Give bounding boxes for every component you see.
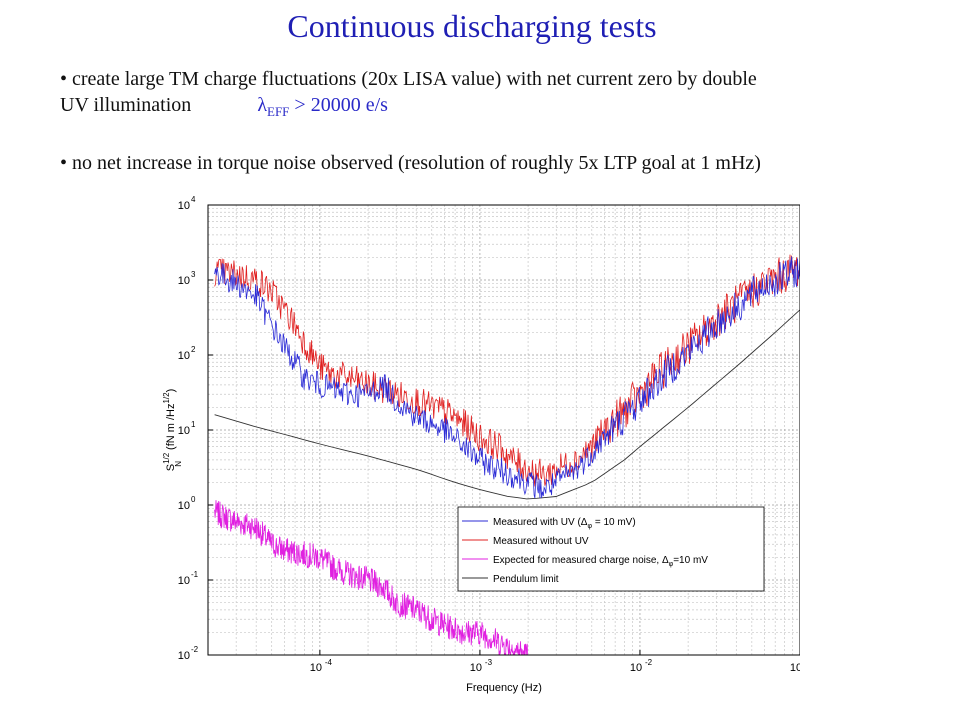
x-tick-label: 10 — [630, 662, 642, 674]
legend-entry-label: Measured without UV — [493, 536, 589, 547]
chart-series — [214, 254, 800, 656]
x-tick-exponent: -2 — [645, 658, 653, 667]
legend-entry-label: Pendulum limit — [493, 574, 559, 585]
legend-entry-label: Expected for measured charge noise, Δφ=1… — [493, 555, 708, 568]
chart-background — [150, 195, 800, 700]
bullet-marker: • — [60, 152, 73, 174]
y-tick-label: 10 — [178, 500, 190, 512]
y-tick-label: 10 — [178, 350, 190, 362]
x-tick-label: 10 — [790, 662, 800, 674]
legend-entry-label: Measured with UV (Δφ = 10 mV) — [493, 517, 636, 530]
series-line-2 — [214, 500, 529, 656]
series-line-0 — [214, 256, 800, 499]
y-axis-label-text: S1/2 N (fN m /Hz1/2) — [162, 389, 183, 472]
chart-legend: Measured with UV (Δφ = 10 mV) Measured wi… — [457, 506, 765, 592]
legend-box — [457, 506, 765, 592]
x-tick-exponent: -3 — [485, 658, 493, 667]
y-tick-label: 10 — [178, 200, 190, 212]
y-tick-exponent: -1 — [191, 570, 199, 579]
y-tick-exponent: 1 — [191, 420, 196, 429]
y-tick-exponent: 3 — [191, 270, 196, 279]
bullet-discharge-setup: • create large TM charge fluctuations (2… — [60, 66, 920, 125]
y-tick-exponent: 2 — [191, 345, 196, 354]
bullet1-line1: create large TM charge fluctuations (20x… — [72, 68, 757, 90]
lambda-symbol: λ — [257, 94, 268, 116]
y-tick-exponent: 0 — [191, 495, 196, 504]
y-tick-label: 10 — [178, 575, 190, 587]
series-line-3 — [214, 309, 800, 500]
y-tick-label: 10 — [178, 650, 190, 662]
torque-noise-chart: 10-410-310-210-110-210-1100101102103104 … — [150, 195, 800, 700]
y-axis-label: S1/2 N (fN m /Hz1/2) — [162, 389, 183, 472]
lambda-eff-expression: λEFF > 20000 e/s — [257, 94, 388, 119]
x-tick-exponent: -4 — [325, 658, 333, 667]
x-axis-label: Frequency (Hz) — [466, 682, 542, 694]
y-tick-exponent: 4 — [191, 195, 196, 204]
slide-title: Continuous discharging tests — [287, 8, 657, 44]
lambda-value: > 20000 e/s — [289, 94, 388, 116]
bullet2-text: no net increase in torque noise observed… — [72, 152, 761, 174]
x-tick-label: 10 — [310, 662, 322, 674]
bullet-noise-result: • no net increase in torque noise observ… — [60, 150, 940, 176]
y-tick-exponent: -2 — [191, 645, 199, 654]
x-tick-label: 10 — [470, 662, 482, 674]
bullet-marker: • — [60, 68, 73, 90]
y-tick-label: 10 — [178, 425, 190, 437]
y-tick-label: 10 — [178, 275, 190, 287]
lambda-subscript: EFF — [267, 104, 290, 119]
bullet1-line2: UV illumination — [60, 94, 192, 116]
